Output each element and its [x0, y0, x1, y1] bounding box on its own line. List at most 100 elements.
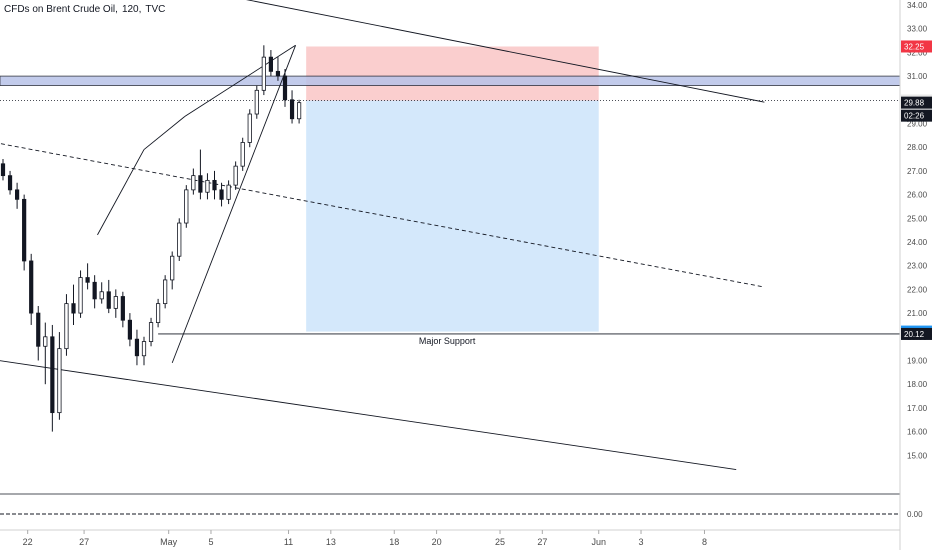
candle-23 [163, 275, 168, 309]
last-price-badge: 29.88 [904, 99, 925, 108]
candle-11 [78, 270, 83, 318]
candle-1 [7, 170, 13, 195]
candle-42 [296, 99, 302, 124]
exchange-label: TVC [145, 4, 166, 15]
candle-13 [92, 275, 97, 309]
candle-29 [205, 173, 210, 200]
candle-body-5 [36, 312, 41, 347]
candle-body-33 [233, 165, 238, 186]
x-tick-1: 27 [79, 537, 89, 547]
candle-26 [184, 185, 189, 228]
candle-10 [71, 284, 76, 325]
candle-36 [254, 85, 259, 119]
candle-39 [275, 57, 281, 81]
candle-28 [198, 149, 203, 200]
candle-body-1 [7, 175, 13, 191]
candle-3 [22, 194, 27, 271]
candle-0 [0, 159, 6, 181]
candle-body-42 [296, 102, 302, 120]
candle-body-21 [148, 322, 154, 342]
candle-30 [212, 170, 217, 200]
candle-body-31 [219, 189, 224, 200]
candle-body-6 [43, 336, 48, 347]
candle-body-27 [191, 175, 196, 191]
x-tick-5: 13 [326, 537, 336, 547]
y-tick-13: 28.00 [907, 143, 928, 152]
support-annotation-0: Major Support [419, 336, 476, 346]
candle-6 [43, 322, 48, 385]
candle-body-25 [177, 222, 182, 257]
candle-35 [247, 109, 252, 148]
x-tick-7: 20 [432, 537, 442, 547]
trendline-1 [143, 116, 186, 150]
candle-2 [14, 182, 20, 209]
candle-22 [155, 298, 161, 328]
y-tick-12: 27.00 [907, 167, 928, 176]
candle-38 [268, 50, 274, 77]
candle-body-11 [78, 277, 83, 314]
candle-body-19 [134, 338, 140, 357]
take-profit-zone [306, 100, 599, 332]
plot-area: Major Support [0, 0, 900, 470]
candle-body-16 [113, 296, 118, 309]
candle-15 [106, 279, 111, 314]
y-tick-14: 29.00 [907, 120, 928, 129]
stop-price-badge-bg [901, 40, 932, 53]
trendline-0 [97, 149, 145, 236]
candle-32 [226, 180, 231, 205]
candle-25 [177, 218, 182, 261]
candle-body-41 [289, 99, 295, 120]
candle-body-28 [198, 175, 203, 193]
candle-body-39 [275, 70, 281, 77]
candle-8 [57, 332, 62, 420]
candle-9 [64, 294, 69, 356]
trendline-4 [245, 0, 765, 103]
candle-12 [85, 263, 90, 290]
candle-18 [127, 313, 132, 347]
candle-body-38 [268, 56, 274, 72]
candle-19 [134, 329, 140, 366]
candle-24 [170, 251, 175, 290]
y-tick-11: 26.00 [907, 191, 928, 200]
trendline-2 [184, 44, 296, 117]
candle-body-35 [247, 113, 252, 143]
candle-body-26 [184, 189, 189, 224]
time-badge-bg [901, 109, 932, 122]
y-tick-19: 34.00 [907, 1, 928, 10]
y-tick-0: 15.00 [907, 451, 928, 460]
candle-body-14 [99, 291, 104, 300]
candle-14 [99, 282, 104, 304]
candle-body-40 [282, 75, 288, 101]
resistance-band [0, 75, 900, 86]
x-tick-2: May [160, 537, 178, 547]
last-price-badge-bg [901, 96, 932, 109]
x-tick-8: 25 [495, 537, 505, 547]
candle-body-20 [141, 341, 147, 357]
y-tick-9: 24.00 [907, 238, 928, 247]
x-tick-0: 22 [23, 537, 33, 547]
candle-body-22 [155, 303, 161, 323]
support-price-badge-bg [901, 327, 932, 340]
candle-31 [219, 182, 224, 207]
candle-21 [148, 317, 154, 347]
candle-body-2 [14, 189, 20, 200]
support-price-badge: 20.12 [904, 330, 925, 339]
candle-body-8 [57, 348, 62, 414]
y-tick-7: 22.00 [907, 285, 928, 294]
candle-body-13 [92, 281, 97, 300]
candle-body-30 [212, 179, 217, 191]
y-tick-2: 17.00 [907, 404, 928, 413]
candle-body-12 [85, 277, 90, 283]
candle-body-24 [170, 255, 175, 281]
zero-tick: 0.00 [907, 510, 923, 519]
candle-17 [120, 291, 125, 328]
candle-body-18 [127, 319, 132, 340]
stop-price-badge: 32.25 [904, 42, 925, 51]
candle-body-34 [240, 142, 245, 167]
candle-body-36 [254, 89, 259, 115]
x-tick-11: 3 [639, 537, 644, 547]
candle-body-37 [261, 56, 266, 91]
x-tick-3: 5 [208, 537, 213, 547]
